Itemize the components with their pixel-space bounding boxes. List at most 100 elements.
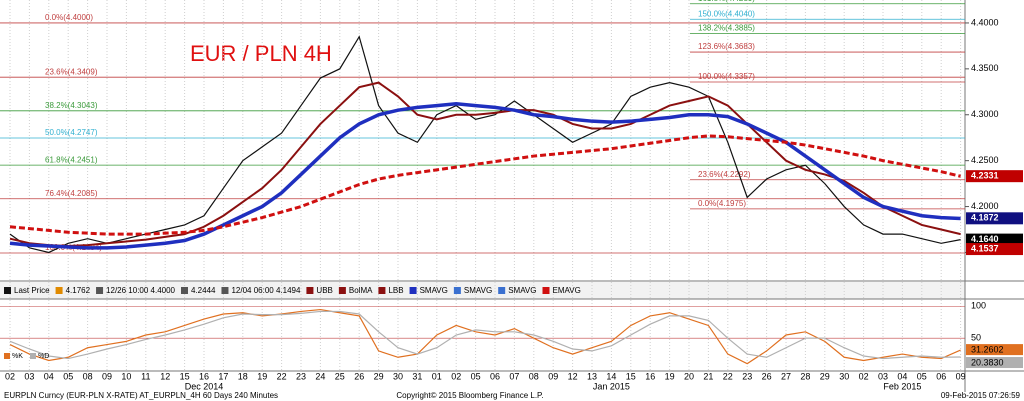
legend-swatch [96, 287, 104, 294]
value-label: 20.3830 [971, 357, 1004, 367]
x-tick-label: 17 [218, 371, 228, 381]
value-label: 31.2602 [971, 344, 1004, 354]
price-label: 4.1537 [971, 243, 999, 253]
chart-title: EUR / PLN 4H [190, 41, 332, 66]
legend-text: SMAVG [420, 286, 448, 295]
x-tick-label: 03 [24, 371, 34, 381]
series-line [9, 35, 961, 254]
x-tick-label: 09 [102, 371, 112, 381]
legend-text: EMAVG [553, 286, 581, 295]
x-tick-label: 30 [839, 371, 849, 381]
x-tick-label: 10 [121, 371, 131, 381]
x-tick-label: 24 [315, 371, 325, 381]
y-tick-label: 4.2000 [971, 201, 999, 211]
level-label: 38.2%(4.3043) [45, 101, 98, 110]
legend-swatch [498, 287, 506, 294]
legend-swatch [378, 287, 386, 294]
y-tick-label: 100 [971, 301, 986, 311]
x-tick-label: 05 [917, 371, 927, 381]
y-tick-label: 4.2500 [971, 155, 999, 165]
x-tick-label: 08 [83, 371, 93, 381]
legend-text: 4.1762 [66, 286, 91, 295]
price-label-box [966, 233, 1023, 246]
level-label: 61.8%(4.2451) [45, 155, 98, 164]
legend-text: LBB [388, 286, 403, 295]
price-label-box [966, 212, 1023, 225]
x-tick-label: 05 [63, 371, 73, 381]
x-tick-label: 21 [703, 371, 713, 381]
level-label: 76.4%(4.2085) [45, 189, 98, 198]
x-tick-label: 08 [529, 371, 539, 381]
legend-strip [0, 282, 965, 299]
footer-left: EURPLN Curncy (EUR-PLN X-RATE) AT_EURPLN… [4, 391, 278, 400]
x-tick-label: 30 [393, 371, 403, 381]
legend-swatch [221, 287, 229, 294]
legend-text: 12/04 06:00 4.1494 [231, 286, 301, 295]
series-line [9, 101, 961, 250]
price-label-box [966, 170, 1023, 183]
x-tick-label: 26 [354, 371, 364, 381]
legend-text: %D [38, 353, 49, 360]
x-tick-label: 26 [762, 371, 772, 381]
x-tick-label: 16 [645, 371, 655, 381]
x-tick-label: 07 [509, 371, 519, 381]
x-tick-label: 23 [296, 371, 306, 381]
price-label-box [966, 243, 1023, 256]
x-tick-label: 06 [490, 371, 500, 381]
x-tick-label: 29 [820, 371, 830, 381]
x-tick-label: 12 [160, 371, 170, 381]
legend-swatch [306, 287, 314, 294]
legend-swatch [338, 287, 346, 294]
series-line [9, 81, 961, 248]
x-tick-label: 09 [956, 371, 966, 381]
x-tick-label: 04 [897, 371, 907, 381]
level-label: 150.0%(4.4040) [698, 9, 755, 18]
x-tick-label: 29 [374, 371, 384, 381]
month-label: Feb 2015 [883, 381, 921, 391]
level-label: 23.6%(4.2292) [698, 170, 751, 179]
legend-text: SMAVG [508, 286, 536, 295]
x-tick-label: 03 [878, 371, 888, 381]
level-label: 0.0%(4.1975) [698, 199, 746, 208]
y-tick-label: 50 [971, 333, 981, 343]
month-label: Jan 2015 [593, 381, 630, 391]
x-tick-label: 13 [587, 371, 597, 381]
x-tick-label: 28 [800, 371, 810, 381]
level-label: 0.0%(4.4000) [45, 13, 93, 22]
series-line [9, 134, 961, 236]
legend-text: UBB [316, 286, 332, 295]
legend-text: BolMA [349, 286, 373, 295]
x-tick-label: 02 [859, 371, 869, 381]
level-label: 50.0%(4.2747) [45, 128, 98, 137]
x-tick-label: 02 [5, 371, 15, 381]
x-tick-label: 31 [412, 371, 422, 381]
legend-swatch [409, 287, 417, 294]
footer-right: 09-Feb-2015 07:26:59 [941, 391, 1021, 400]
x-tick-label: 23 [742, 371, 752, 381]
x-tick-label: 22 [277, 371, 287, 381]
price-label: 4.1640 [971, 234, 999, 244]
legend-text: 12/26 10:00 4.4000 [106, 286, 176, 295]
level-label: 161.8%(4.4209) [698, 0, 755, 3]
x-tick-label: 01 [432, 371, 442, 381]
oscillator-line [9, 310, 961, 360]
price-label: 4.1872 [971, 213, 999, 223]
value-label-box [966, 344, 1023, 356]
price-label: 4.2331 [971, 171, 999, 181]
footer-center: Copyright© 2015 Bloomberg Finance L.P. [396, 391, 543, 400]
x-tick-label: 20 [684, 371, 694, 381]
legend-swatch [542, 287, 550, 294]
legend-swatch [181, 287, 188, 294]
x-tick-label: 27 [781, 371, 791, 381]
oscillator-line [9, 308, 961, 365]
level-label: 100.0%(4.3357) [698, 72, 755, 81]
month-label: Dec 2014 [185, 381, 224, 391]
x-tick-label: 12 [568, 371, 578, 381]
legend-swatch [4, 353, 10, 359]
legend-swatch [30, 353, 36, 359]
x-tick-label: 25 [335, 371, 345, 381]
level-label: 23.6%(4.3409) [45, 67, 98, 76]
x-tick-label: 11 [141, 371, 150, 381]
x-tick-label: 09 [548, 371, 558, 381]
